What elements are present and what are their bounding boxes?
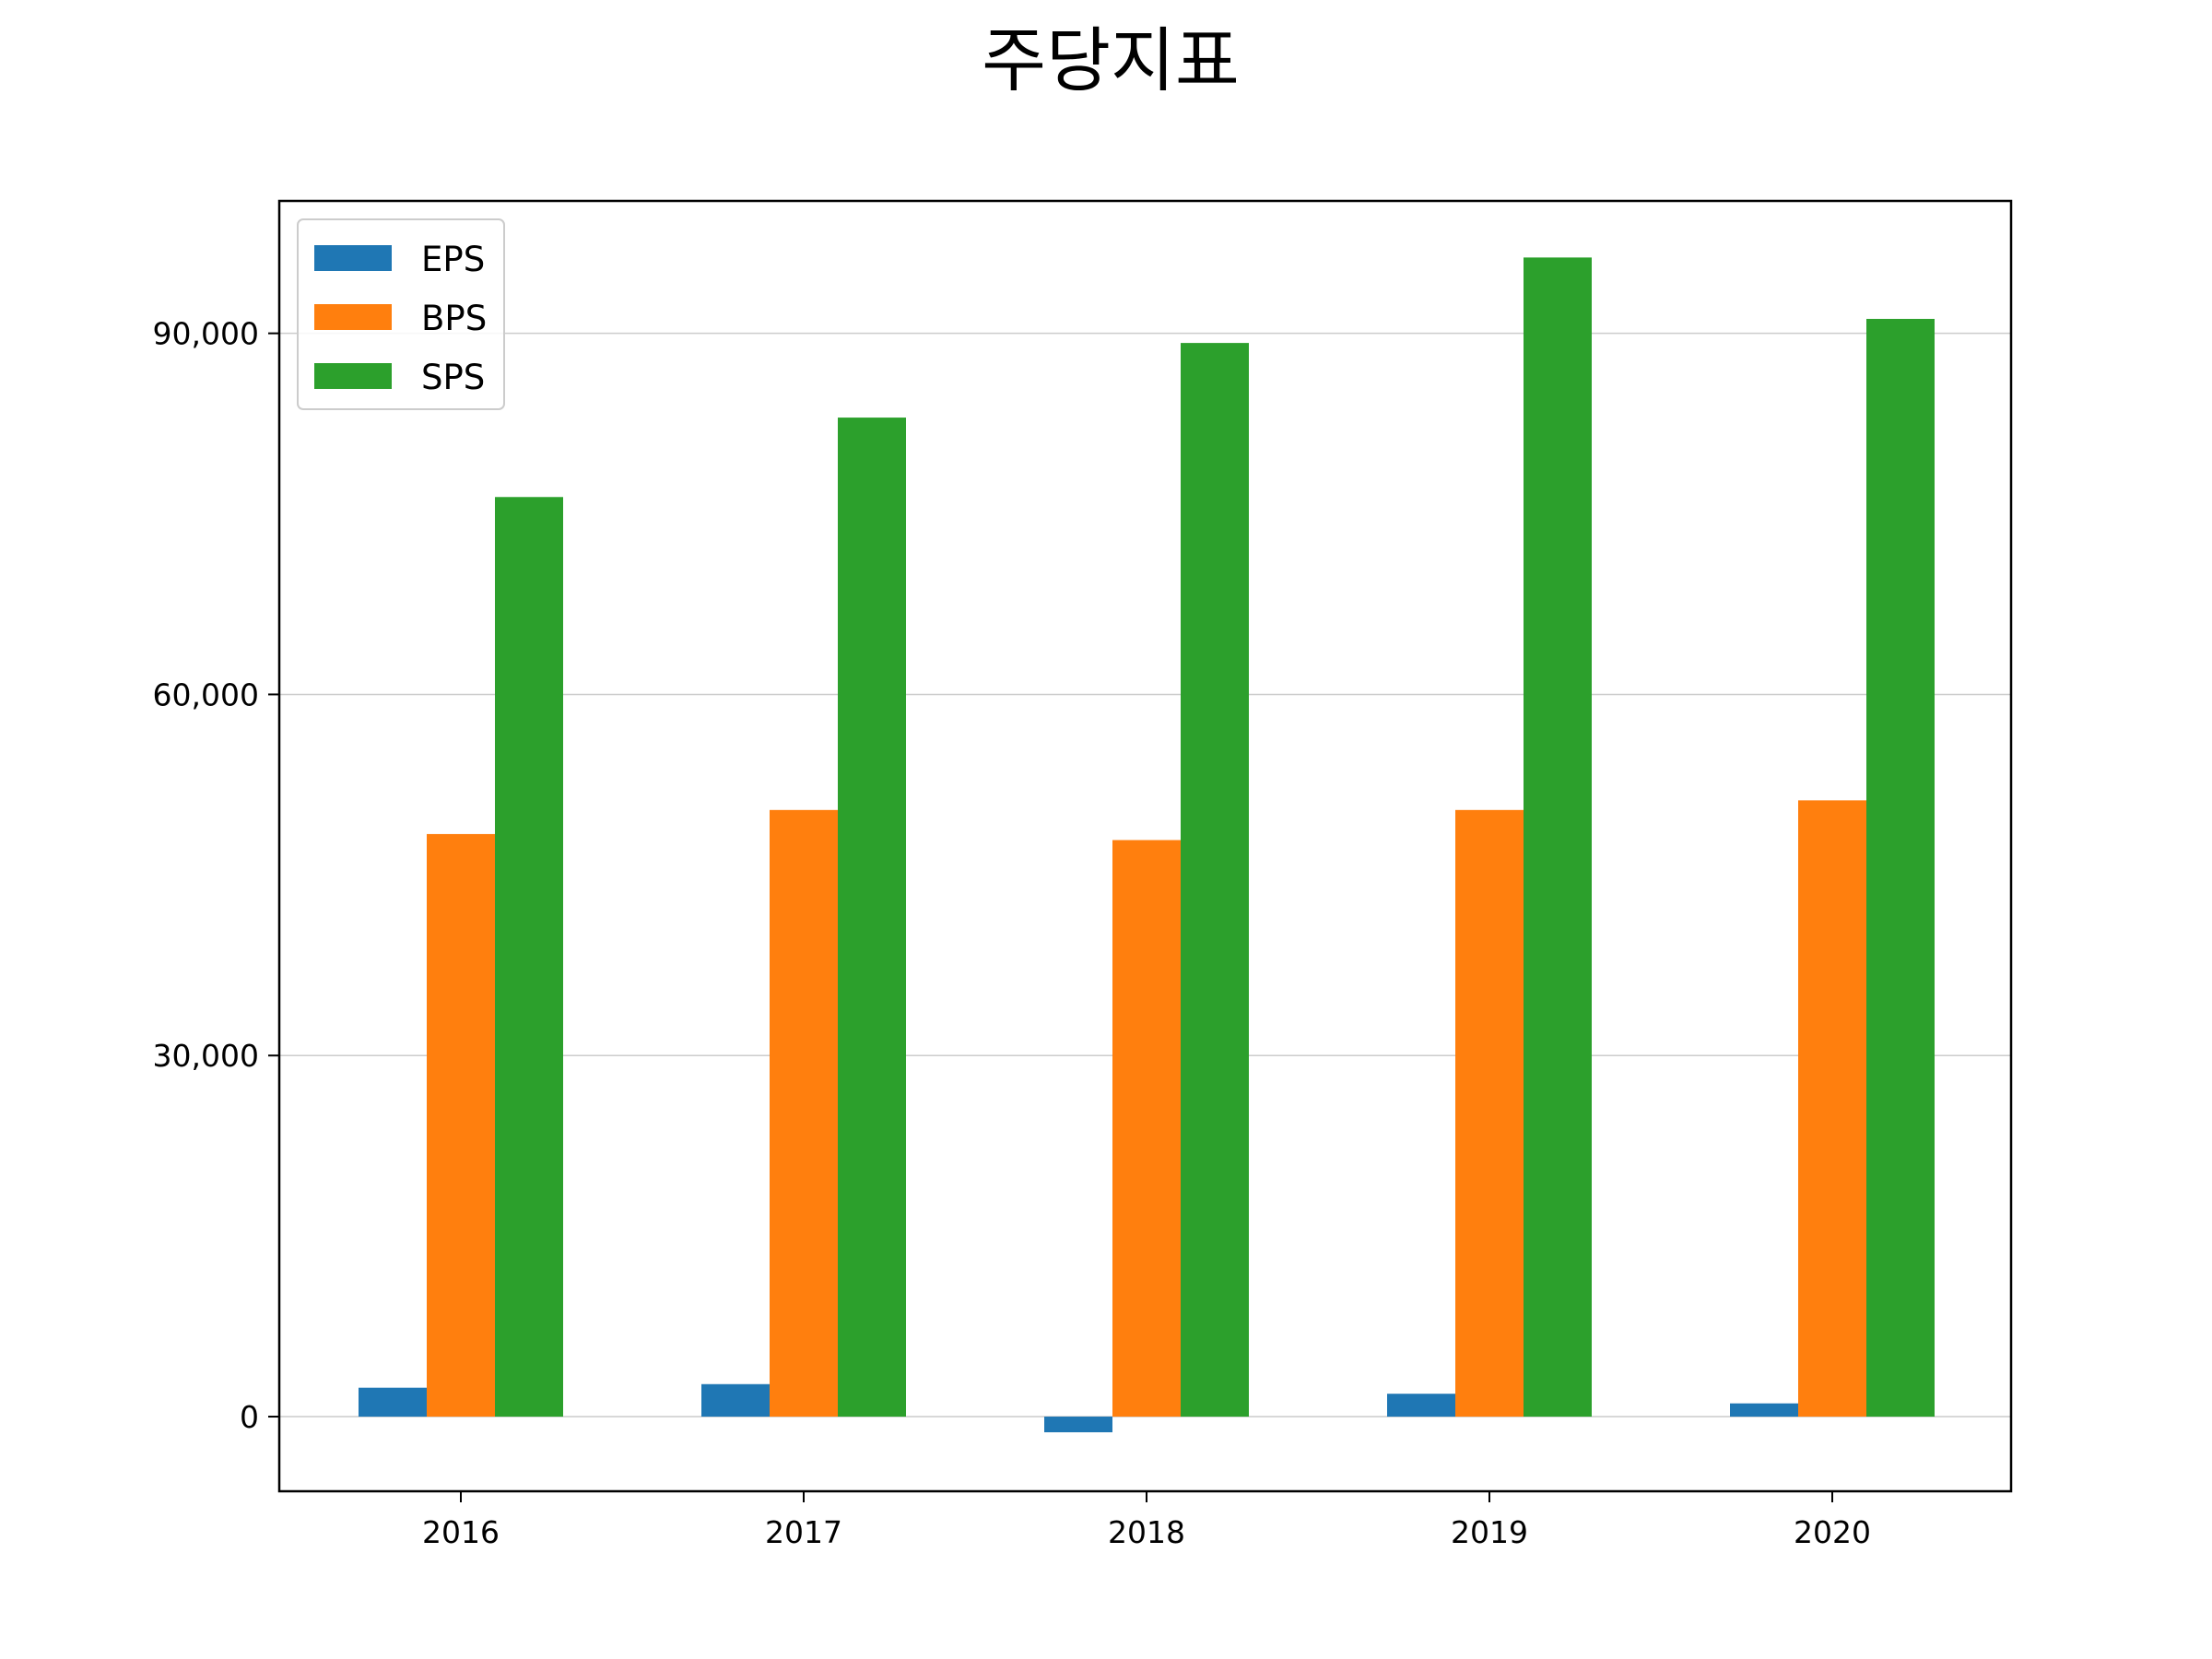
bars bbox=[359, 257, 1935, 1433]
y-tick-label: 90,000 bbox=[153, 316, 259, 352]
bar-bps-2016 bbox=[427, 833, 495, 1418]
y-tick-label: 0 bbox=[240, 1399, 259, 1435]
bar-sps-2019 bbox=[1524, 257, 1592, 1418]
legend-swatch-eps bbox=[314, 245, 392, 271]
bar-sps-2018 bbox=[1181, 343, 1249, 1418]
legend: EPS BPS SPS bbox=[297, 218, 505, 410]
x-tick-label: 2017 bbox=[765, 1514, 842, 1550]
bar-eps-2018 bbox=[1044, 1417, 1112, 1433]
legend-label-eps: EPS bbox=[421, 240, 485, 279]
bar-eps-2016 bbox=[359, 1387, 427, 1418]
x-tick-label: 2020 bbox=[1794, 1514, 1871, 1550]
bar-sps-2020 bbox=[1866, 318, 1935, 1418]
x-tick-label: 2016 bbox=[422, 1514, 500, 1550]
x-tick-label: 2019 bbox=[1451, 1514, 1528, 1550]
plot-frame bbox=[277, 199, 2013, 1493]
bar-bps-2017 bbox=[770, 809, 838, 1418]
gridlines bbox=[279, 332, 2011, 1418]
x-axis: 2016 2017 2018 2019 2020 bbox=[422, 1491, 1871, 1550]
legend-swatch-sps bbox=[314, 363, 392, 389]
chart-title: 주당지표 bbox=[982, 19, 1240, 101]
legend-swatch-bps bbox=[314, 304, 392, 330]
bar-sps-2016 bbox=[495, 497, 563, 1418]
bar-eps-2020 bbox=[1730, 1403, 1798, 1418]
y-tick-label: 30,000 bbox=[153, 1038, 259, 1074]
bar-bps-2018 bbox=[1112, 840, 1181, 1418]
bar-sps-2017 bbox=[838, 418, 906, 1418]
bar-eps-2017 bbox=[701, 1383, 770, 1418]
bar-bps-2019 bbox=[1455, 809, 1524, 1418]
legend-label-sps: SPS bbox=[421, 358, 485, 397]
bar-eps-2019 bbox=[1387, 1394, 1455, 1418]
legend-label-bps: BPS bbox=[421, 299, 487, 338]
x-tick-label: 2018 bbox=[1108, 1514, 1185, 1550]
bar-bps-2020 bbox=[1798, 800, 1866, 1418]
y-tick-label: 60,000 bbox=[153, 677, 259, 712]
y-axis: 0 30,000 60,000 90,000 bbox=[153, 316, 279, 1435]
